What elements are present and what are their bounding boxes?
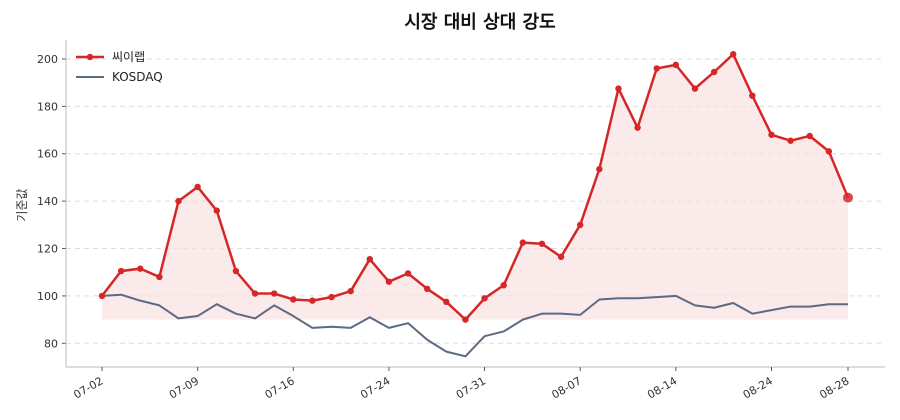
data-point [462, 316, 469, 323]
y-tick-label: 200 [37, 53, 58, 66]
x-tick-label: 08-24 [741, 374, 775, 401]
data-point [768, 131, 775, 138]
data-point [251, 290, 259, 297]
data-point [653, 65, 660, 72]
y-tick-label: 120 [37, 243, 58, 256]
data-point [730, 51, 737, 58]
series-layer [98, 51, 853, 358]
legend-marker [86, 53, 94, 61]
data-point [557, 253, 565, 261]
data-point [787, 137, 794, 144]
x-tick-label: 07-16 [263, 374, 297, 401]
data-point [232, 267, 240, 275]
x-tick-label: 08-07 [550, 374, 584, 401]
y-axis-label: 기준값 [15, 188, 29, 221]
data-point [347, 287, 354, 295]
legend-label: 씨이랩 [112, 50, 145, 64]
data-point [385, 278, 393, 285]
data-point [194, 183, 201, 191]
data-point [691, 85, 699, 92]
y-tick-label: 180 [37, 100, 58, 113]
data-point [500, 282, 507, 289]
area-fill [102, 54, 848, 320]
data-point [404, 270, 412, 277]
data-point [98, 292, 106, 300]
series-line [101, 52, 850, 321]
legend-label: KOSDAQ [112, 70, 163, 84]
data-point [825, 148, 833, 155]
data-point [672, 61, 680, 69]
data-point [538, 240, 546, 247]
data-point [117, 267, 125, 275]
y-tick-label: 140 [37, 195, 58, 208]
data-point [366, 255, 373, 263]
x-tick-label: 08-14 [645, 374, 679, 401]
data-point [328, 293, 335, 301]
y-tick-label: 160 [37, 148, 58, 161]
data-point [213, 207, 220, 214]
data-point [156, 273, 163, 281]
data-point [577, 221, 584, 229]
data-point [710, 68, 718, 76]
data-point [749, 92, 756, 99]
x-tick-label: 07-02 [71, 374, 105, 401]
data-point [270, 290, 278, 297]
data-point [615, 85, 622, 92]
data-point [519, 239, 527, 246]
x-tick-label: 07-09 [167, 374, 201, 401]
data-point [806, 132, 813, 140]
data-point [481, 295, 488, 302]
data-point [290, 296, 297, 303]
data-point [443, 298, 450, 306]
data-point [175, 197, 182, 205]
chart-title: 시장 대비 상대 강도 [404, 12, 555, 33]
x-tick-label: 08-28 [817, 374, 851, 401]
data-point [309, 297, 316, 304]
y-tick-label: 80 [44, 337, 58, 350]
y-tick-label: 100 [37, 290, 58, 303]
x-tick-label: 07-24 [358, 374, 392, 401]
data-point [596, 165, 603, 173]
data-point [423, 285, 431, 293]
data-point [634, 124, 641, 131]
legend: 씨이랩 KOSDAQ [76, 50, 163, 84]
series-line [101, 293, 848, 358]
area-fill-layer [102, 54, 848, 320]
x-tick-label: 07-31 [454, 374, 488, 401]
data-point [843, 192, 853, 203]
data-point [137, 265, 144, 272]
